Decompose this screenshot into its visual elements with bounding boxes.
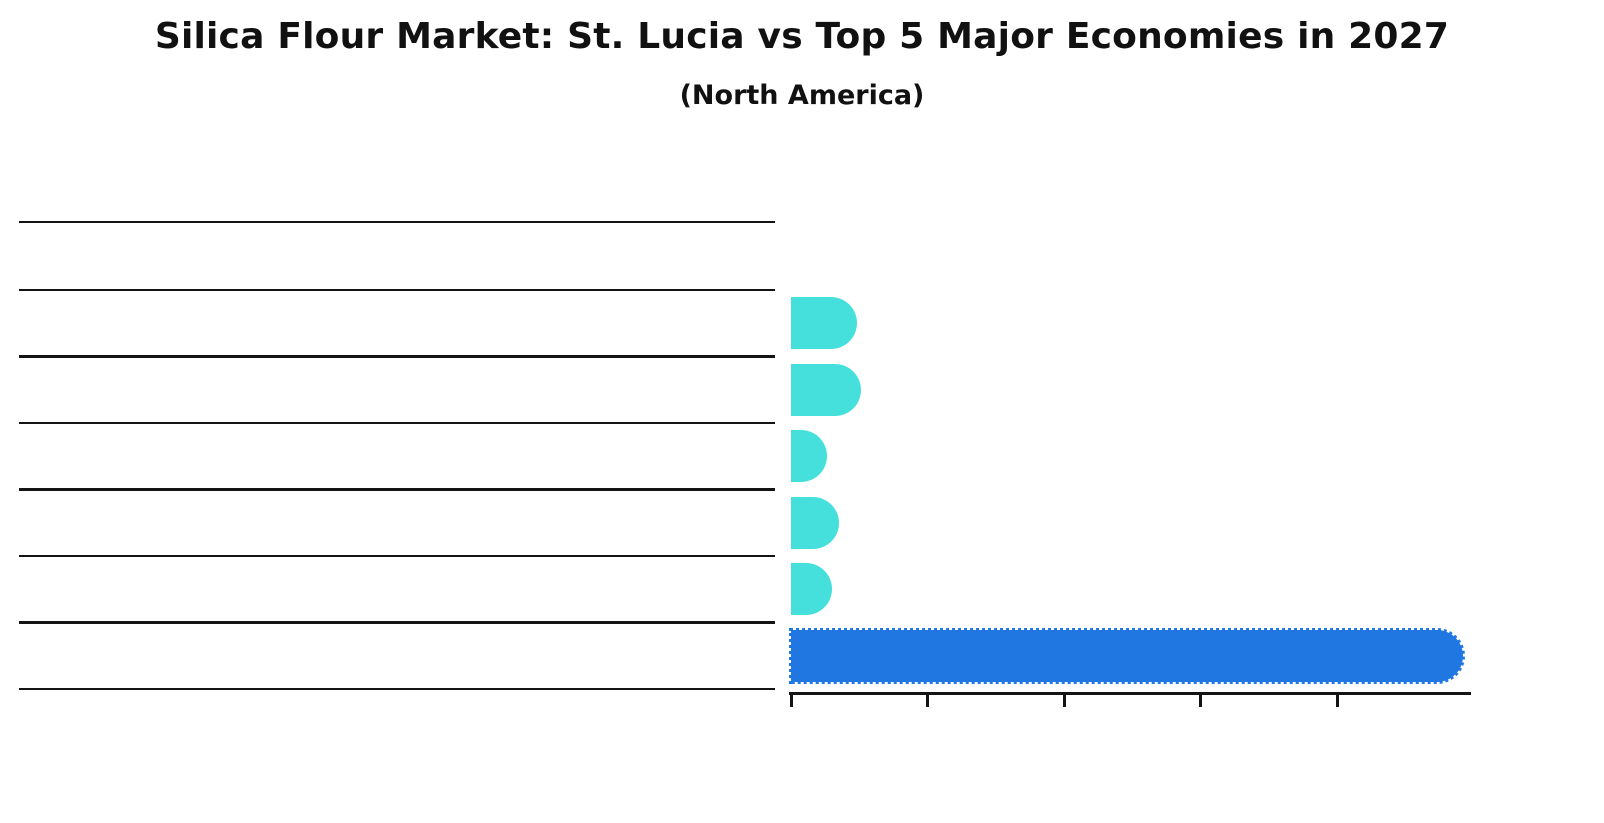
table-separator-line <box>19 288 775 292</box>
chart-title: Silica Flour Market: St. Lucia vs Top 5 … <box>154 16 1450 57</box>
bar <box>791 563 832 616</box>
table-separator-line <box>19 687 775 691</box>
x-axis-tick <box>1335 695 1339 707</box>
x-axis-tick <box>1199 695 1202 707</box>
x-axis-tick <box>926 695 929 707</box>
table-separator-line <box>19 621 775 624</box>
table-separator-line <box>19 421 775 425</box>
bar <box>791 363 862 416</box>
bar-highlight-st-lucia <box>788 627 1466 684</box>
x-axis-tick <box>789 695 793 707</box>
chart-subtitle: (North America) <box>679 80 925 111</box>
bar <box>791 430 828 483</box>
table-separator-line <box>19 488 775 491</box>
table-separator-line <box>19 220 775 224</box>
bar <box>791 496 839 549</box>
x-axis-line <box>789 692 1471 696</box>
bar <box>791 297 857 350</box>
table-separator-line <box>19 355 775 358</box>
table-separator-line <box>19 554 775 558</box>
x-axis-tick <box>1062 695 1066 707</box>
